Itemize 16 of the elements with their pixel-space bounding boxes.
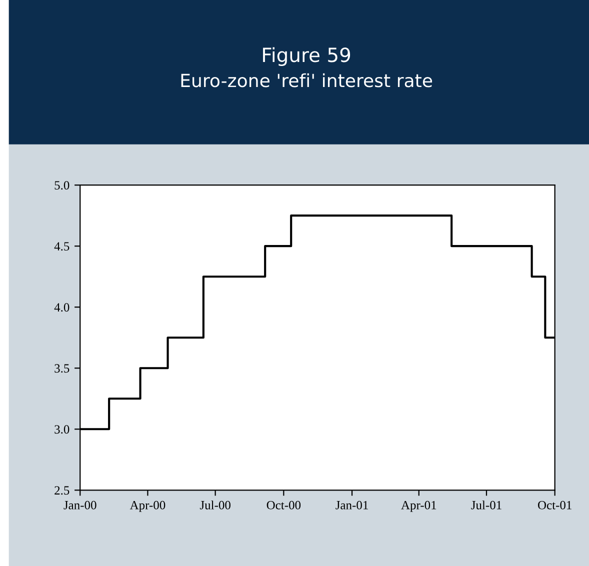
x-tick-label: Oct-00	[266, 500, 301, 510]
y-tick-label: 2.5	[54, 486, 70, 495]
x-tick-label: Jan-01	[336, 500, 368, 510]
y-tick-label: 4.0	[54, 303, 70, 312]
x-tick-label: Jul-01	[471, 500, 502, 510]
y-tick-label: 5.0	[54, 181, 70, 190]
chart-subtitle: Euro-zone 'refi' interest rate	[181, 73, 432, 88]
x-tick-label: Jul-00	[200, 500, 230, 510]
y-tick-label: 4.5	[54, 242, 70, 251]
chart-title: Figure 59	[263, 47, 350, 66]
x-tick-label: Oct-01	[538, 500, 572, 510]
x-tick-label: Apr-01	[401, 500, 436, 512]
y-tick-label: 3.5	[54, 364, 70, 373]
y-tick-label: 3.0	[54, 425, 70, 434]
x-tick-label: Apr-00	[130, 500, 166, 512]
x-tick-label: Jan-00	[64, 500, 96, 510]
